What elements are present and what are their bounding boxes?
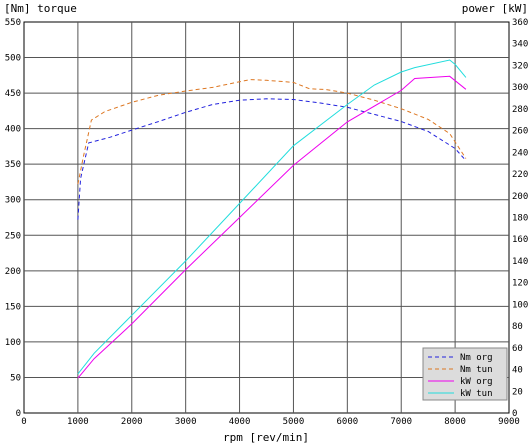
y-left-tick-label: 400	[5, 125, 21, 135]
y-right-tick-label: 140	[512, 257, 528, 267]
y-left-tick-label: 100	[5, 338, 21, 348]
series-lines	[77, 59, 467, 379]
right-axis-label: power [kW]	[462, 2, 528, 15]
x-tick-label: 2000	[121, 417, 143, 427]
y-right-tick-label: 280	[512, 105, 528, 115]
y-left-tick-label: 250	[5, 231, 21, 241]
legend-label: Nm tun	[460, 365, 493, 375]
series-line-nm-tun	[77, 79, 467, 185]
legend-label: kW org	[460, 377, 493, 387]
y-right-tick-label: 340	[512, 40, 528, 50]
y-right-tick-label: 220	[512, 170, 528, 180]
y-right-tick-label: 40	[512, 366, 523, 376]
y-left-tick-label: 300	[5, 196, 21, 206]
y-left-tick-label: 450	[5, 89, 21, 99]
y-right-tick-label: 60	[512, 344, 523, 354]
legend-label: kW tun	[460, 389, 493, 399]
x-tick-label: 1000	[67, 417, 89, 427]
y-left-tick-label: 500	[5, 54, 21, 64]
y-right-tick-label: 320	[512, 61, 528, 71]
x-tick-label: 3000	[175, 417, 197, 427]
y-right-tick-label: 20	[512, 387, 523, 397]
series-line-kw-org	[77, 75, 467, 379]
x-tick-label: 4000	[229, 417, 251, 427]
y-left-tick-label: 550	[5, 18, 21, 28]
x-tick-label: 9000	[498, 417, 520, 427]
y-right-tick-label: 180	[512, 214, 528, 224]
y-right-tick-label: 80	[512, 322, 523, 332]
y-right-tick-label: 240	[512, 148, 528, 158]
y-left-tick-label: 0	[16, 409, 21, 419]
x-axis-label: rpm [rev/min]	[223, 431, 309, 444]
legend-label: Nm org	[460, 353, 493, 363]
y-right-tick-label: 360	[512, 18, 528, 28]
y-left-tick-label: 200	[5, 267, 21, 277]
y-right-tick-label: 0	[512, 409, 517, 419]
tick-labels: 0 1000 2000 3000 4000 5000 6000 7000 8000 9000050…	[5, 18, 529, 427]
series-line-nm-org	[77, 98, 467, 220]
y-left-tick-label: 350	[5, 160, 21, 170]
x-tick-label: 6000	[336, 417, 358, 427]
y-right-tick-label: 200	[512, 192, 528, 202]
left-axis-label: [Nm] torque	[4, 2, 77, 15]
x-tick-label: 8000	[444, 417, 466, 427]
y-right-tick-label: 300	[512, 83, 528, 93]
series-line-kw-tun	[77, 59, 467, 375]
y-left-tick-label: 50	[10, 373, 21, 383]
x-tick-label: 0	[21, 417, 26, 427]
legend: Nm org Nm tun kW org kW tun	[422, 347, 508, 401]
y-right-tick-label: 260	[512, 127, 528, 137]
y-right-tick-label: 160	[512, 235, 528, 245]
x-tick-label: 5000	[283, 417, 305, 427]
x-tick-label: 7000	[390, 417, 412, 427]
y-right-tick-label: 100	[512, 300, 528, 310]
y-left-tick-label: 150	[5, 302, 21, 312]
y-right-tick-label: 120	[512, 279, 528, 289]
